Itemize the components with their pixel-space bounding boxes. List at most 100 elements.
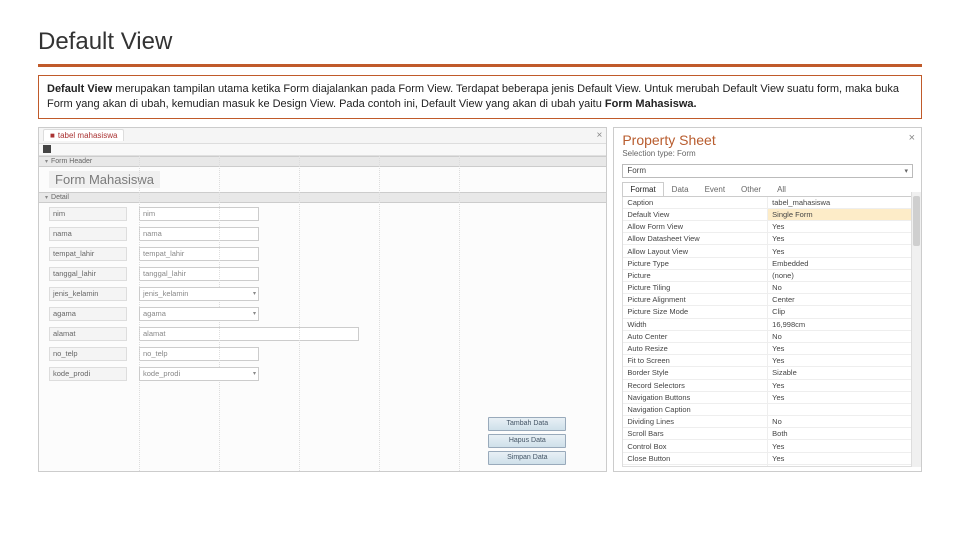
property-row[interactable]: Navigation Caption xyxy=(623,404,912,416)
property-value[interactable]: Yes xyxy=(768,221,912,232)
property-value[interactable]: No xyxy=(768,331,912,342)
property-value[interactable]: Embedded xyxy=(768,258,912,269)
property-row[interactable]: Picture TypeEmbedded xyxy=(623,258,912,270)
property-tab-data[interactable]: Data xyxy=(664,182,697,196)
field-label[interactable]: agama xyxy=(49,307,127,321)
form-title-label[interactable]: Form Mahasiswa xyxy=(49,171,160,188)
close-icon[interactable]: × xyxy=(596,130,602,141)
field-control[interactable]: nama xyxy=(139,227,259,241)
property-tab-event[interactable]: Event xyxy=(697,182,733,196)
property-value[interactable]: Clip xyxy=(768,306,912,317)
scrollbar[interactable] xyxy=(911,192,921,467)
desc-text-1: merupakan tampilan utama ketika Form dia… xyxy=(47,83,899,110)
property-value[interactable]: Both Enabled xyxy=(768,465,912,467)
property-row[interactable]: Allow Form ViewYes xyxy=(623,221,912,233)
property-key: Dividing Lines xyxy=(623,416,768,427)
property-row[interactable]: Auto CenterNo xyxy=(623,331,912,343)
property-value[interactable]: Center xyxy=(768,294,912,305)
property-value[interactable]: Yes xyxy=(768,245,912,256)
field-label[interactable]: nama xyxy=(49,227,127,241)
property-row[interactable]: Captiontabel_mahasiswa xyxy=(623,197,912,209)
property-tab-all[interactable]: All xyxy=(769,182,794,196)
detail-section[interactable]: Detail xyxy=(39,192,606,203)
field-label[interactable]: nim xyxy=(49,207,127,221)
field-label[interactable]: alamat xyxy=(49,327,127,341)
property-value[interactable]: (none) xyxy=(768,270,912,281)
field-label[interactable]: jenis_kelamin xyxy=(49,287,127,301)
property-tab-format[interactable]: Format xyxy=(622,182,663,196)
close-icon[interactable]: × xyxy=(909,132,915,144)
property-row[interactable]: Picture Size ModeClip xyxy=(623,306,912,318)
description-box: Default View merupakan tampilan utama ke… xyxy=(38,75,922,119)
property-value[interactable]: Single Form xyxy=(768,209,912,220)
form-header-section[interactable]: Form Header xyxy=(39,156,606,167)
property-row[interactable]: Dividing LinesNo xyxy=(623,416,912,428)
property-value[interactable] xyxy=(768,404,912,415)
property-value[interactable]: Yes xyxy=(768,233,912,244)
field-row[interactable]: kode_prodi kode_prodi xyxy=(49,365,606,383)
field-row[interactable]: alamat alamat xyxy=(49,325,606,343)
designer-tab[interactable]: ■tabel mahasiswa xyxy=(43,129,124,141)
property-key: Picture xyxy=(623,270,768,281)
field-row[interactable]: no_telp no_telp xyxy=(49,345,606,363)
property-value[interactable]: Yes xyxy=(768,440,912,451)
field-label[interactable]: tempat_lahir xyxy=(49,247,127,261)
property-row[interactable]: Min Max ButtonsBoth Enabled xyxy=(623,465,912,467)
selection-dropdown[interactable]: Form xyxy=(622,164,913,178)
field-row[interactable]: tempat_lahir tempat_lahir xyxy=(49,245,606,263)
property-value[interactable]: Yes xyxy=(768,343,912,354)
property-row[interactable]: Allow Layout ViewYes xyxy=(623,245,912,257)
property-value[interactable]: No xyxy=(768,282,912,293)
field-control[interactable]: tanggal_lahir xyxy=(139,267,259,281)
field-label[interactable]: tanggal_lahir xyxy=(49,267,127,281)
page-title: Default View xyxy=(38,28,922,56)
field-label[interactable]: kode_prodi xyxy=(49,367,127,381)
field-control[interactable]: kode_prodi xyxy=(139,367,259,381)
property-tab-other[interactable]: Other xyxy=(733,182,769,196)
field-control[interactable]: nim xyxy=(139,207,259,221)
property-grid: Captiontabel_mahasiswaDefault ViewSingle… xyxy=(622,197,913,467)
property-row[interactable]: Navigation ButtonsYes xyxy=(623,392,912,404)
property-row[interactable]: Auto ResizeYes xyxy=(623,343,912,355)
action-button[interactable]: Hapus Data xyxy=(488,434,566,448)
property-row[interactable]: Border StyleSizable xyxy=(623,367,912,379)
property-row[interactable]: Record SelectorsYes xyxy=(623,380,912,392)
action-button[interactable]: Tambah Data xyxy=(488,417,566,431)
field-row[interactable]: jenis_kelamin jenis_kelamin xyxy=(49,285,606,303)
property-row[interactable]: Picture AlignmentCenter xyxy=(623,294,912,306)
field-control[interactable]: agama xyxy=(139,307,259,321)
property-key: Control Box xyxy=(623,440,768,451)
field-row[interactable]: nama nama xyxy=(49,225,606,243)
property-value[interactable]: Yes xyxy=(768,380,912,391)
field-control[interactable]: jenis_kelamin xyxy=(139,287,259,301)
field-control[interactable]: no_telp xyxy=(139,347,259,361)
property-value[interactable]: Yes xyxy=(768,392,912,403)
property-row[interactable]: Default ViewSingle Form xyxy=(623,209,912,221)
property-value[interactable]: Yes xyxy=(768,355,912,366)
field-row[interactable]: nimnim xyxy=(49,205,606,223)
property-row[interactable]: Picture TilingNo xyxy=(623,282,912,294)
property-row[interactable]: Scroll BarsBoth xyxy=(623,428,912,440)
property-row[interactable]: Fit to ScreenYes xyxy=(623,355,912,367)
field-control[interactable]: tempat_lahir xyxy=(139,247,259,261)
property-row[interactable]: Picture(none) xyxy=(623,270,912,282)
property-key: Allow Datasheet View xyxy=(623,233,768,244)
property-value[interactable]: Yes xyxy=(768,453,912,464)
action-button[interactable]: Simpan Data xyxy=(488,451,566,465)
property-row[interactable]: Width16,998cm xyxy=(623,319,912,331)
property-value[interactable]: tabel_mahasiswa xyxy=(768,197,912,208)
property-row[interactable]: Control BoxYes xyxy=(623,440,912,452)
design-surface[interactable]: Form Header Form Mahasiswa Detail nimnim… xyxy=(39,156,606,471)
field-control[interactable]: alamat xyxy=(139,327,359,341)
property-row[interactable]: Allow Datasheet ViewYes xyxy=(623,233,912,245)
property-value[interactable]: Both xyxy=(768,428,912,439)
field-row[interactable]: tanggal_lahir tanggal_lahir xyxy=(49,265,606,283)
property-row[interactable]: Close ButtonYes xyxy=(623,453,912,465)
property-value[interactable]: No xyxy=(768,416,912,427)
title-rule xyxy=(38,64,922,67)
field-label[interactable]: no_telp xyxy=(49,347,127,361)
property-value[interactable]: 16,998cm xyxy=(768,319,912,330)
property-value[interactable]: Sizable xyxy=(768,367,912,378)
field-row[interactable]: agama agama xyxy=(49,305,606,323)
property-key: Caption xyxy=(623,197,768,208)
